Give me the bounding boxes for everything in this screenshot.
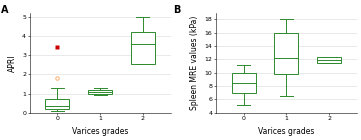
Bar: [274, 33, 298, 74]
Bar: [317, 57, 341, 63]
Y-axis label: Spleen MRE values (kPa): Spleen MRE values (kPa): [190, 16, 199, 110]
X-axis label: Varices grades: Varices grades: [258, 127, 314, 136]
Bar: [131, 32, 155, 64]
Bar: [232, 73, 256, 93]
Bar: [45, 99, 69, 109]
Text: A: A: [1, 5, 9, 15]
X-axis label: Varices grades: Varices grades: [72, 127, 128, 136]
Y-axis label: APRI: APRI: [8, 54, 17, 72]
Text: B: B: [173, 5, 181, 15]
Bar: [88, 90, 112, 94]
